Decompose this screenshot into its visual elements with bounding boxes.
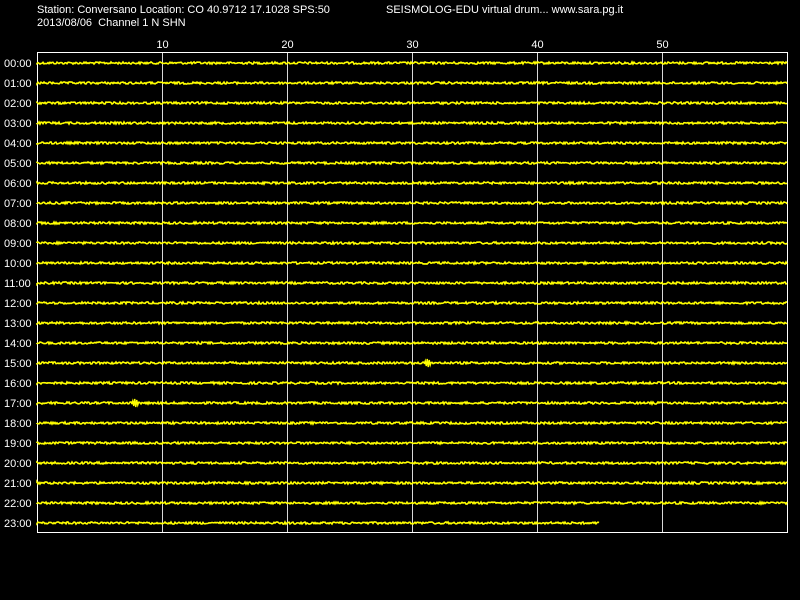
hour-row-label: 13:00	[4, 318, 32, 330]
trace-line	[36, 100, 788, 106]
trace-line	[36, 240, 788, 246]
hour-row-label: 04:00	[4, 138, 32, 150]
trace-line	[36, 440, 788, 446]
trace-line	[36, 120, 788, 126]
trace-line	[36, 479, 788, 486]
hour-row-label: 07:00	[4, 198, 32, 210]
hour-row-label: 15:00	[4, 358, 32, 370]
hour-row-label: 16:00	[4, 378, 32, 390]
hour-row-label: 03:00	[4, 118, 32, 130]
program-info: SEISMOLOG-EDU virtual drum... www.sara.p…	[386, 4, 624, 16]
trace-line	[36, 60, 788, 66]
hour-row-label: 05:00	[4, 158, 32, 170]
station-info: Station: Conversano Location: CO 40.9712…	[37, 4, 330, 16]
trace-line	[36, 400, 788, 406]
trace-line	[36, 340, 788, 346]
hour-row-label: 21:00	[4, 478, 32, 490]
hour-row-label: 01:00	[4, 78, 32, 90]
hour-row-label: 02:00	[4, 98, 32, 110]
trace-line	[36, 360, 788, 366]
x-tick-label: 20	[281, 39, 293, 51]
x-tick-label: 40	[531, 39, 543, 51]
x-tick-label: 10	[156, 39, 168, 51]
trace-line	[36, 80, 788, 87]
trace-line	[36, 420, 788, 426]
trace-line	[36, 180, 788, 186]
seismic-event-mark	[423, 358, 432, 368]
trace-line	[36, 280, 788, 287]
trace-line	[36, 300, 788, 306]
trace-line	[36, 500, 788, 506]
hour-row-label: 19:00	[4, 438, 32, 450]
hour-row-label: 11:00	[4, 278, 31, 290]
trace-line	[36, 520, 600, 526]
hour-row-label: 10:00	[4, 258, 32, 270]
x-tick-label: 50	[656, 39, 668, 51]
hour-row-label: 17:00	[4, 398, 32, 410]
trace-line	[36, 320, 788, 326]
hour-row-label: 22:00	[4, 498, 32, 510]
hour-row-label: 18:00	[4, 418, 32, 430]
hour-row-label: 06:00	[4, 178, 32, 190]
trace-line	[36, 380, 788, 386]
trace-line	[36, 200, 788, 206]
trace-line	[36, 260, 788, 266]
trace-line	[36, 460, 788, 466]
x-tick-label: 30	[406, 39, 418, 51]
trace-line	[36, 140, 788, 146]
hour-row-label: 09:00	[4, 238, 32, 250]
hour-row-label: 08:00	[4, 218, 32, 230]
hour-row-label: 12:00	[4, 298, 32, 310]
trace-line	[36, 220, 788, 226]
date-channel-info: 2013/08/06 Channel 1 N SHN	[37, 17, 186, 29]
hour-row-label: 23:00	[4, 518, 32, 530]
seismic-event-mark	[131, 398, 140, 408]
hour-row-label: 20:00	[4, 458, 32, 470]
hour-row-label: 14:00	[4, 338, 32, 350]
hour-row-label: 00:00	[4, 58, 32, 70]
trace-line	[36, 160, 788, 166]
